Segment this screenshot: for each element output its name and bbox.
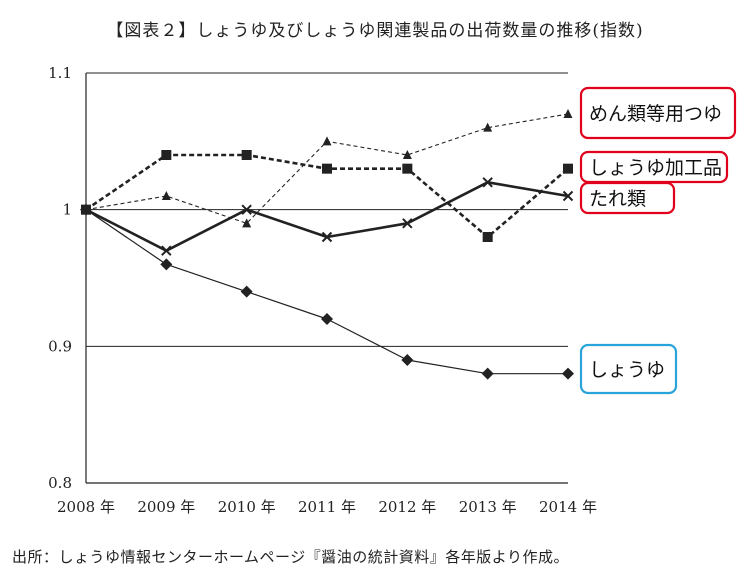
diamond-marker	[562, 367, 574, 380]
x-marker	[241, 204, 252, 215]
diamond-marker	[80, 203, 92, 216]
x-marker	[402, 218, 413, 229]
series-line	[85, 209, 568, 375]
x-tick-label: 2011 年	[298, 498, 356, 516]
chart-title: 【図表２】しょうゆ及びしょうゆ関連製品の出荷数量の推移(指数)	[106, 21, 644, 41]
series-label-box	[579, 343, 678, 395]
x-marker	[562, 190, 574, 202]
series-label-box	[579, 86, 737, 140]
x-tick-label: 2008 年	[57, 498, 115, 516]
y-tick-label: 0.9	[48, 337, 72, 355]
diamond-marker	[240, 285, 253, 298]
y-tick-label: 1	[62, 201, 72, 219]
square-marker	[482, 232, 493, 242]
diamond-marker	[160, 258, 173, 271]
x-tick-label: 2014 年	[539, 498, 597, 516]
diamond-marker	[321, 313, 333, 325]
series-label: めん類等用つゆ	[589, 103, 722, 125]
triangle-marker	[563, 109, 573, 118]
x-tick-label: 2012 年	[378, 498, 436, 516]
triangle-marker	[402, 150, 412, 159]
x-tick-label: 2010 年	[218, 498, 276, 516]
square-marker	[161, 150, 172, 160]
square-marker	[322, 163, 332, 174]
square-marker	[402, 163, 413, 174]
diamond-marker	[481, 367, 494, 380]
square-marker	[241, 150, 252, 160]
square-marker	[563, 163, 573, 174]
series-label-box	[579, 181, 676, 215]
triangle-marker	[483, 122, 493, 132]
triangle-marker	[322, 136, 332, 146]
diamond-marker	[401, 354, 414, 366]
series-label: たれ類	[589, 188, 646, 210]
x-marker	[161, 245, 172, 256]
x-tick-label: 2009 年	[137, 498, 195, 516]
series-label: しょうゆ加工品	[589, 157, 722, 179]
x-tick-label: 2013 年	[459, 498, 517, 516]
triangle-marker	[161, 191, 171, 200]
y-tick-label: 0.8	[48, 474, 72, 492]
x-marker	[321, 231, 333, 243]
series-label: しょうゆ	[589, 359, 665, 381]
y-tick-label: 1.1	[48, 64, 72, 82]
triangle-marker	[242, 218, 252, 228]
x-marker	[482, 177, 493, 188]
source-note: 出所：しょうゆ情報センターホームページ『醤油の統計資料』各年版より作成。	[12, 548, 569, 566]
series-line	[85, 181, 569, 252]
